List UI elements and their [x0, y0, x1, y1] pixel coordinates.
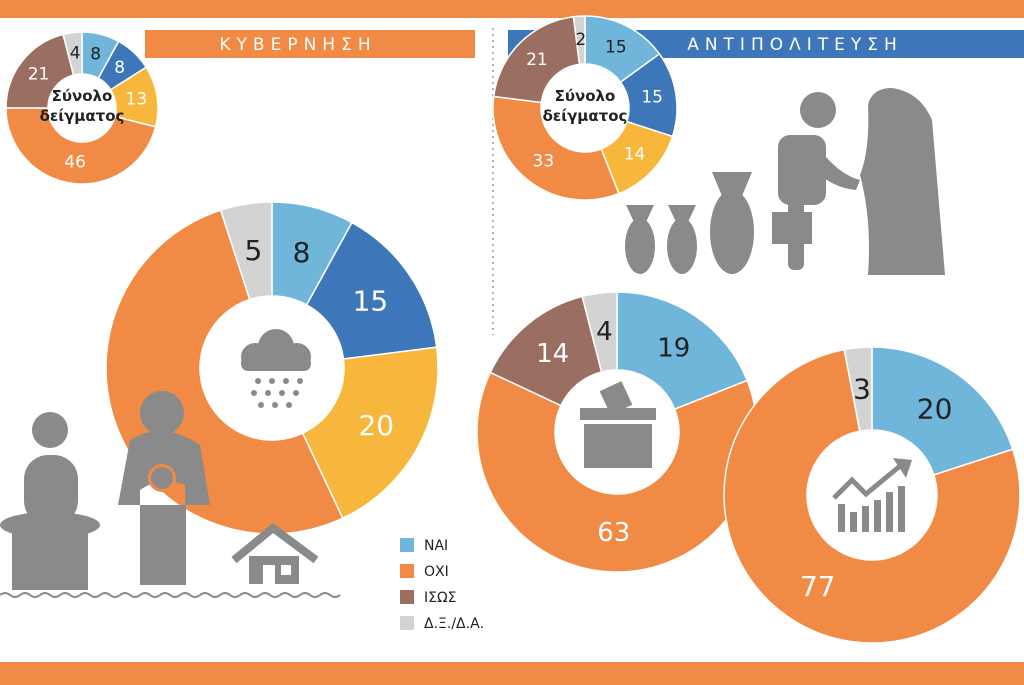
- house-icon: [231, 522, 319, 584]
- water-line: [0, 592, 341, 598]
- bottom-band: [0, 662, 1024, 685]
- gov-main-label-1: 15: [353, 285, 389, 318]
- opp-ballot-label-2: 14: [536, 339, 569, 369]
- gov-sample-hole: [48, 74, 116, 142]
- donut-charts: 8813462148152052515151433212196314420773: [5, 15, 1021, 644]
- opp-sample-label-5: 2: [575, 30, 586, 50]
- opp-economy-label-1: 77: [800, 570, 836, 603]
- opp-economy-label-2: 3: [853, 372, 871, 405]
- gov-main-label-4: 5: [244, 234, 262, 267]
- gov-sample-label-3: 46: [64, 153, 86, 173]
- handshake-figures-illustration: [772, 88, 945, 275]
- legend: ΝΑΙ ΟΧΙ ΙΣΩΣ Δ.Ξ./Δ.Α.: [400, 538, 484, 632]
- legend-swatch-2: [400, 590, 414, 604]
- gov-sample-label-4: 21: [28, 64, 50, 84]
- opp-ballot-label-0: 19: [657, 333, 690, 363]
- opp-economy-label-0: 20: [917, 392, 953, 425]
- opp-sample-label-4: 21: [526, 50, 548, 70]
- gov-sample-label-1: 8: [114, 58, 125, 78]
- rain-cloud-icon: [241, 329, 311, 408]
- government-header: [145, 30, 475, 58]
- opp-sample-center-line1: Σύνολο: [555, 87, 616, 105]
- opp-sample-label-2: 14: [624, 145, 646, 165]
- government-header-text: ΚΥΒΕΡΝΗΣΗ: [219, 35, 376, 55]
- opp-ballot-label-1: 63: [597, 518, 630, 548]
- ballot-box-icon: [580, 381, 656, 468]
- opp-sample-center-line2: δείγματος: [543, 107, 628, 125]
- bombs-illustration: [625, 172, 754, 274]
- gov-sample-label-0: 8: [90, 45, 101, 65]
- legend-swatch-1: [400, 564, 414, 578]
- legend-label-1: ΟΧΙ: [424, 564, 449, 580]
- woman-with-child-illustration: [0, 391, 210, 590]
- gov-sample-center-line2: δείγματος: [40, 107, 125, 125]
- gov-sample-label-2: 13: [126, 89, 148, 109]
- gov-sample-center-line1: Σύνολο: [52, 87, 113, 105]
- opp-sample-label-3: 33: [533, 152, 555, 172]
- opposition-header-text: ΑΝΤΙΠΟΛΙΤΕΥΣΗ: [687, 35, 903, 55]
- gov-main-label-2: 20: [358, 409, 394, 442]
- legend-swatch-3: [400, 616, 414, 630]
- legend-swatch-0: [400, 538, 414, 552]
- legend-label-2: ΙΣΩΣ: [424, 590, 457, 606]
- top-band: [0, 0, 1024, 18]
- legend-label-0: ΝΑΙ: [424, 538, 448, 554]
- opp-sample-hole: [541, 64, 629, 152]
- gov-sample-label-5: 4: [70, 43, 81, 63]
- growth-chart-icon: [832, 458, 912, 532]
- opp-sample-label-1: 15: [641, 87, 663, 107]
- opp-ballot-label-3: 4: [596, 317, 613, 347]
- legend-label-3: Δ.Ξ./Δ.Α.: [424, 616, 484, 632]
- gov-main-label-0: 8: [293, 236, 311, 269]
- opp-economy-hole: [807, 430, 937, 560]
- opp-sample-label-0: 15: [605, 37, 627, 57]
